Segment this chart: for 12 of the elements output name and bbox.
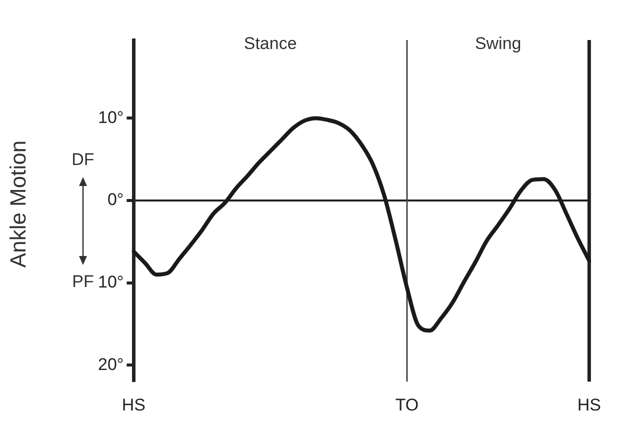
text: PF <box>72 272 94 292</box>
y-axis-title: Ankle Motion <box>5 140 32 268</box>
x-tick-label: TO <box>395 395 419 414</box>
y-tick-label: 10° <box>98 108 124 127</box>
y-tick-label: 0° <box>107 190 124 210</box>
annotation: Stance <box>244 34 297 54</box>
y-tick-label: 10° <box>98 272 124 292</box>
x-tick-label: HS <box>122 395 146 414</box>
y-tick-label: 20° <box>98 354 124 374</box>
x-tick-label: HS <box>577 395 602 414</box>
text: DF <box>72 150 94 170</box>
annotation: Swing <box>474 34 522 54</box>
